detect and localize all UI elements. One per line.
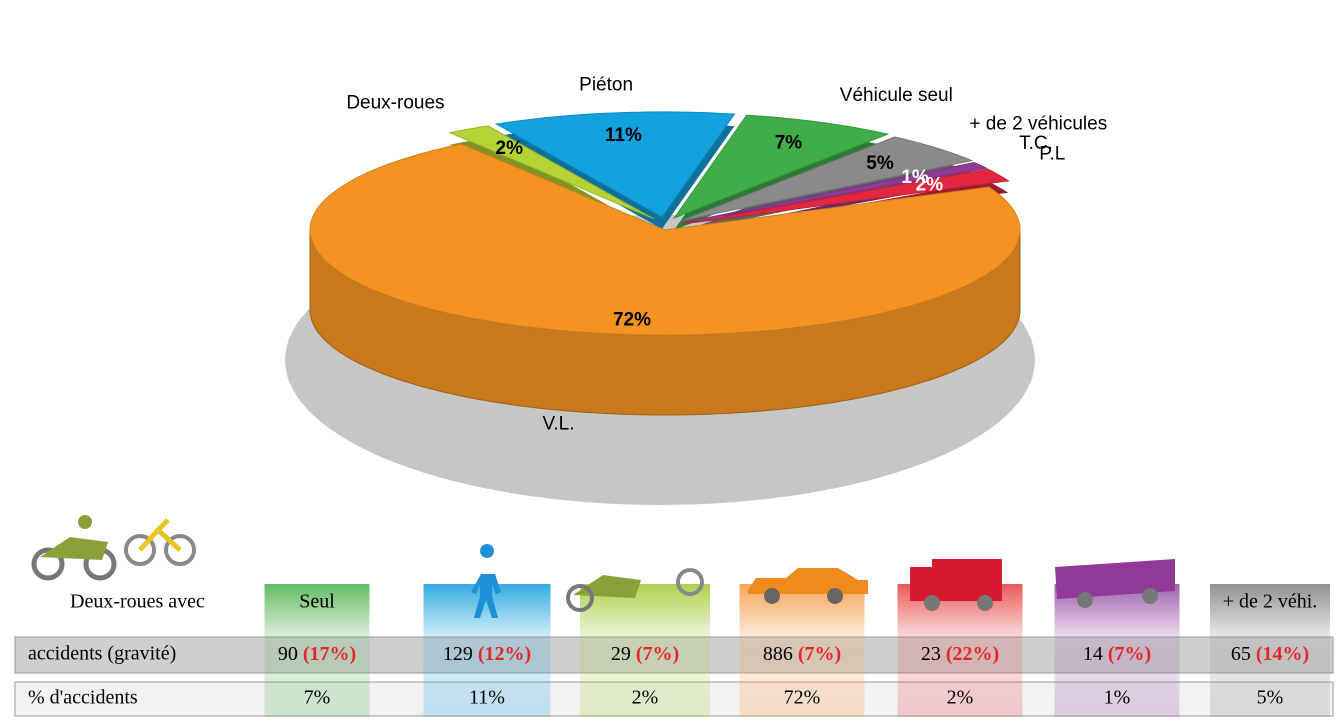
column-bg [1054,584,1180,717]
header-label: Deux-roues avec [70,591,205,613]
cell-count: 23 [921,643,941,665]
cell-count: 14 [1083,643,1103,665]
cell-count: 129 [443,643,473,665]
cell: 2% [947,687,974,709]
column-bg [264,584,370,717]
slice-name-label: P.L [1039,144,1065,165]
header-cell: + de 2 véhi. [1223,591,1318,613]
slice-name-label: Piéton [579,74,633,95]
slice-value-label: 2% [496,138,524,159]
icon [924,595,940,611]
icon [566,584,594,612]
slice-name-label: + de 2 véhicules [969,113,1107,134]
icon [977,595,993,611]
column-bg [580,584,710,717]
slice-value-label: 7% [775,132,803,153]
slice-name-label: Véhicule seul [840,85,953,106]
cell: 90 (17%) [278,643,356,665]
cell: 65 (14%) [1231,643,1309,665]
cell: 1% [1104,687,1131,709]
table: Deux-roues avec Seul + de 2 véhi. accidents… [14,515,1334,717]
cell-severity: (12%) [478,643,531,665]
slice [680,136,974,222]
cell: 29 (7%) [611,643,679,665]
slice [448,125,654,220]
icon [827,588,843,604]
cell: 23 (22%) [921,643,999,665]
bikes-icon [31,515,196,581]
cell-count: 65 [1231,643,1251,665]
cell: 5% [1257,687,1284,709]
icon [1077,592,1093,608]
column-bg [423,584,551,717]
cell-severity: (17%) [303,643,356,665]
cell: 72% [784,687,821,709]
row-label: % d'accidents [28,687,138,709]
slice-value-label: 1% [901,167,929,188]
cell: 129 (12%) [443,643,531,665]
cell-severity: (7%) [798,643,841,665]
cell: 886 (7%) [763,643,841,665]
cell-severity: (14%) [1256,643,1309,665]
slice-name-label: Deux-roues [346,92,444,113]
slice-name-label: V.L. [542,413,574,434]
pie: 2% Deux-roues 11% Piéton 7% Véhicule seul 5% + … [309,74,1107,434]
cell: 11% [469,687,505,709]
icon [748,568,868,594]
cell-severity: (7%) [1108,643,1151,665]
slice-value-label: 11% [605,125,642,146]
slice-value-label: 72% [613,309,651,330]
cell: 14 (7%) [1083,643,1151,665]
cell-count: 886 [763,643,793,665]
column-bg [739,584,865,717]
cell-count: 90 [278,643,298,665]
slice-name-label: T.C. [1019,133,1053,154]
cell-severity: (22%) [946,643,999,665]
slice-value-label: 2% [916,175,944,196]
icon [1055,559,1175,599]
icon [1142,588,1158,604]
slice [672,114,890,220]
column-bg [897,584,1023,717]
icon [471,544,501,618]
cell-count: 29 [611,643,631,665]
cell-severity: (7%) [636,643,679,665]
icon [676,568,704,596]
header-cell: Seul [299,591,335,613]
slice [684,168,1010,225]
slice [494,111,736,218]
icon [764,588,780,604]
slice [683,161,988,224]
slice [309,143,1021,336]
column-bg [1210,584,1330,717]
row-label: accidents (gravité) [28,643,176,665]
cell: 7% [304,687,331,709]
icon [910,559,1002,601]
slice-value-label: 5% [866,153,894,174]
cell: 2% [632,687,659,709]
